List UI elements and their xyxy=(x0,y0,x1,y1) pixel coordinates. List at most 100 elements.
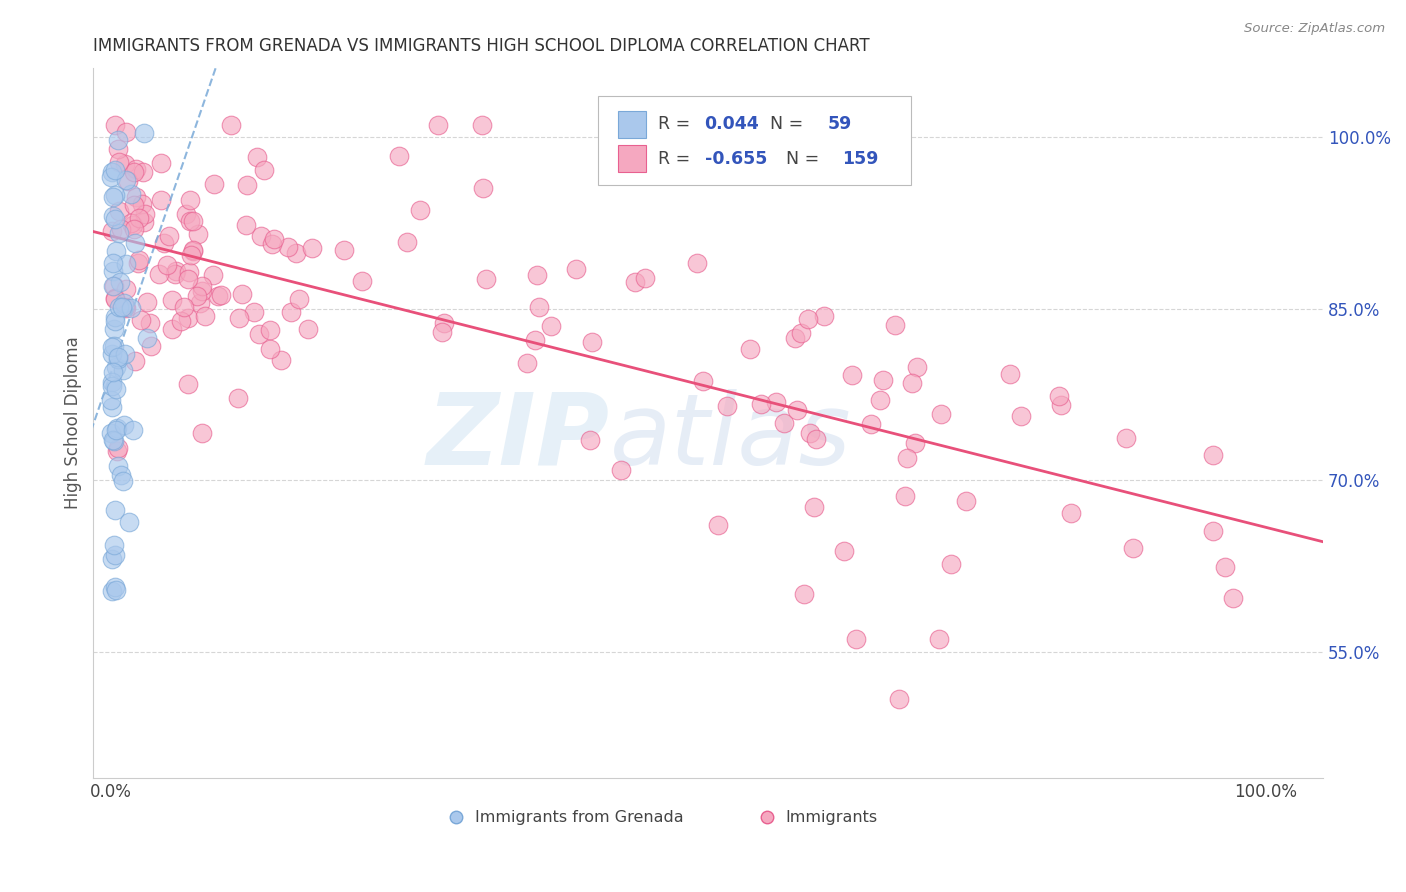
Point xyxy=(790,326,813,340)
Point xyxy=(108,275,131,289)
Point xyxy=(107,458,129,473)
Point xyxy=(132,214,155,228)
Text: N =: N = xyxy=(775,150,824,168)
Point xyxy=(1115,431,1137,445)
Point xyxy=(129,313,152,327)
Point xyxy=(120,301,142,316)
Point xyxy=(105,583,128,598)
Point xyxy=(388,149,411,163)
Point xyxy=(263,232,285,246)
Point xyxy=(139,316,162,330)
Point xyxy=(110,222,132,236)
Point xyxy=(765,395,787,409)
Point xyxy=(526,268,548,282)
Point xyxy=(103,291,125,305)
Point xyxy=(889,692,911,706)
Point xyxy=(162,321,184,335)
Point xyxy=(115,301,138,316)
Point xyxy=(259,342,281,356)
Point xyxy=(900,376,922,391)
Text: Immigrants: Immigrants xyxy=(786,810,877,825)
Point xyxy=(179,213,201,227)
Point xyxy=(104,580,127,594)
Point xyxy=(148,267,170,281)
Point xyxy=(101,347,124,361)
Point xyxy=(165,263,187,277)
Point xyxy=(201,268,224,283)
Point xyxy=(1222,591,1244,606)
Point xyxy=(813,309,835,323)
Point xyxy=(523,334,546,348)
Point xyxy=(190,426,212,441)
Point xyxy=(749,397,772,411)
Point xyxy=(260,236,283,251)
Point xyxy=(104,423,127,437)
Point xyxy=(1047,389,1070,403)
Point xyxy=(101,279,124,293)
Point xyxy=(188,296,211,310)
Point xyxy=(529,300,551,314)
Point xyxy=(259,323,281,337)
Point xyxy=(163,267,186,281)
Point xyxy=(104,382,127,396)
Point xyxy=(108,154,131,169)
Point xyxy=(686,256,709,270)
Point xyxy=(134,207,156,221)
Point xyxy=(100,375,122,389)
Point xyxy=(692,374,714,388)
Point xyxy=(610,463,633,477)
Point xyxy=(139,339,162,353)
Point xyxy=(111,363,134,377)
Point xyxy=(120,187,142,202)
Point xyxy=(427,118,450,132)
Point xyxy=(799,425,821,440)
Point xyxy=(793,587,815,601)
Point xyxy=(104,187,127,202)
Point xyxy=(100,425,122,440)
Point xyxy=(181,244,204,259)
Point xyxy=(124,236,146,251)
Point xyxy=(103,255,125,269)
Text: Source: ZipAtlas.com: Source: ZipAtlas.com xyxy=(1244,22,1385,36)
Point xyxy=(297,322,319,336)
Point xyxy=(107,352,129,367)
Text: 159: 159 xyxy=(842,150,879,168)
Point xyxy=(209,287,232,301)
Point xyxy=(181,244,204,258)
Point xyxy=(114,300,136,314)
Point xyxy=(931,407,953,421)
Point xyxy=(253,162,276,177)
Point xyxy=(246,150,269,164)
Text: IMMIGRANTS FROM GRENADA VS IMMIGRANTS HIGH SCHOOL DIPLOMA CORRELATION CHART: IMMIGRANTS FROM GRENADA VS IMMIGRANTS HI… xyxy=(93,37,870,55)
Point xyxy=(187,227,209,242)
Point xyxy=(287,292,309,306)
Point xyxy=(409,203,432,218)
Point xyxy=(112,296,135,310)
Point xyxy=(332,244,354,258)
Point xyxy=(581,334,603,349)
Point xyxy=(125,190,148,204)
Point xyxy=(894,489,917,503)
Text: 0.044: 0.044 xyxy=(704,115,759,134)
Point xyxy=(785,331,807,345)
Point xyxy=(103,322,125,336)
Point xyxy=(841,368,863,382)
Point xyxy=(174,207,197,221)
Point xyxy=(101,224,124,238)
Point xyxy=(105,444,128,458)
Point xyxy=(1215,560,1237,574)
Point xyxy=(869,393,891,408)
Point xyxy=(235,218,257,232)
Point xyxy=(149,193,172,207)
Point xyxy=(110,468,132,483)
Point xyxy=(716,399,738,413)
Point xyxy=(117,173,139,187)
Point xyxy=(104,211,127,226)
Point xyxy=(634,270,657,285)
Point xyxy=(100,341,122,355)
Point xyxy=(194,309,217,323)
Text: R =: R = xyxy=(658,115,696,134)
Point xyxy=(100,170,122,185)
Point xyxy=(173,300,195,314)
Point xyxy=(1122,541,1144,556)
